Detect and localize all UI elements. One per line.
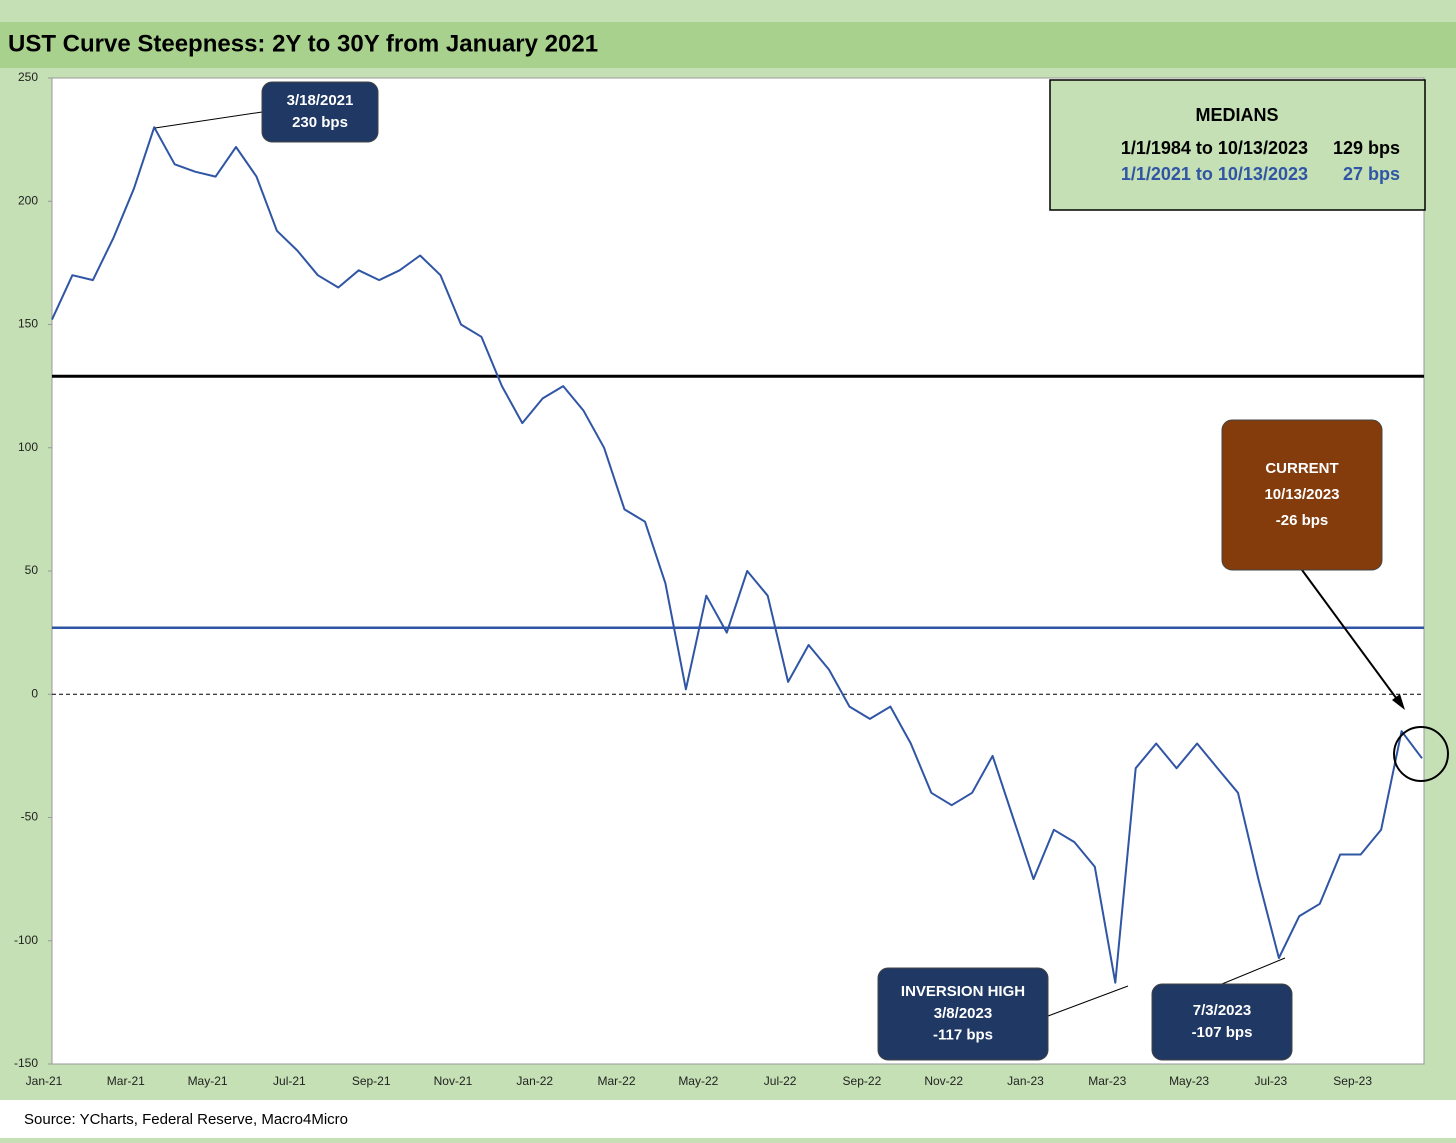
x-tick-label: Jan-23: [1007, 1074, 1044, 1088]
annotation-text: 3/8/2023: [934, 1005, 992, 1022]
x-tick-label: Jan-22: [516, 1074, 553, 1088]
data-line: [51, 126, 1423, 984]
annotation-text: 230 bps: [292, 114, 348, 131]
x-tick-label: Nov-22: [924, 1074, 963, 1088]
annotation-box: [877, 967, 1049, 1061]
y-tick-label: -150: [14, 1056, 38, 1070]
x-tick-label: Sep-21: [352, 1074, 391, 1088]
chart-title: UST Curve Steepness: 2Y to 30Y from Janu…: [8, 30, 598, 57]
x-tick-label: Mar-23: [1088, 1074, 1126, 1088]
y-tick-label: -100: [14, 933, 38, 947]
annotation-text: -26 bps: [1276, 512, 1329, 529]
x-tick-label: Mar-22: [598, 1074, 636, 1088]
annotation-box: [1221, 419, 1383, 571]
x-tick-label: Jul-23: [1255, 1074, 1288, 1088]
annotation-text: -117 bps: [933, 1027, 993, 1044]
y-tick-label: -50: [21, 810, 39, 824]
annotation-leader: [154, 111, 263, 129]
x-tick-label: Jul-21: [273, 1074, 306, 1088]
annotation-text: CURRENT: [1265, 460, 1338, 477]
y-tick-label: 0: [31, 686, 38, 700]
medians-range: 1/1/1984 to 10/13/2023: [1121, 138, 1308, 158]
y-tick-label: 150: [18, 317, 38, 331]
y-tick-label: 200: [18, 193, 38, 207]
x-tick-label: Jan-21: [26, 1074, 63, 1088]
plot-area: [51, 77, 1425, 1065]
current-circle: [1393, 726, 1449, 782]
x-tick-label: Mar-21: [107, 1074, 145, 1088]
y-tick-label: 100: [18, 440, 38, 454]
x-tick-label: May-23: [1169, 1074, 1209, 1088]
annotation-box: [261, 81, 379, 143]
annotation-arrow: [1301, 569, 1403, 707]
source: Source: YCharts, Federal Reserve, Macro4…: [24, 1111, 348, 1128]
arrow-head: [1392, 694, 1405, 710]
medians-value: 27 bps: [1343, 164, 1400, 184]
x-tick-label: Nov-21: [434, 1074, 473, 1088]
annotation-box: [1151, 983, 1293, 1061]
annotation-text: 7/3/2023: [1193, 1002, 1251, 1019]
annotation-text: INVERSION HIGH: [901, 983, 1025, 1000]
annotation-text: 3/18/2021: [287, 92, 354, 109]
annotation-text: 10/13/2023: [1264, 486, 1339, 503]
annotation-leader: [1047, 985, 1129, 1017]
x-tick-label: May-22: [678, 1074, 718, 1088]
x-tick-label: Jul-22: [764, 1074, 797, 1088]
title-bar: [0, 22, 1456, 68]
medians-value: 129 bps: [1333, 138, 1400, 158]
medians-box: [1049, 79, 1426, 211]
footer: [0, 1100, 1456, 1138]
x-tick-label: Sep-23: [1333, 1074, 1372, 1088]
y-tick-label: 50: [25, 563, 39, 577]
x-tick-label: Sep-22: [843, 1074, 882, 1088]
y-tick-label: 250: [18, 70, 38, 84]
annotation-text: -107 bps: [1192, 1024, 1253, 1041]
medians-title: MEDIANS: [1195, 105, 1278, 125]
medians-range: 1/1/2021 to 10/13/2023: [1121, 164, 1308, 184]
annotation-leader: [1221, 957, 1286, 985]
x-tick-label: May-21: [188, 1074, 228, 1088]
